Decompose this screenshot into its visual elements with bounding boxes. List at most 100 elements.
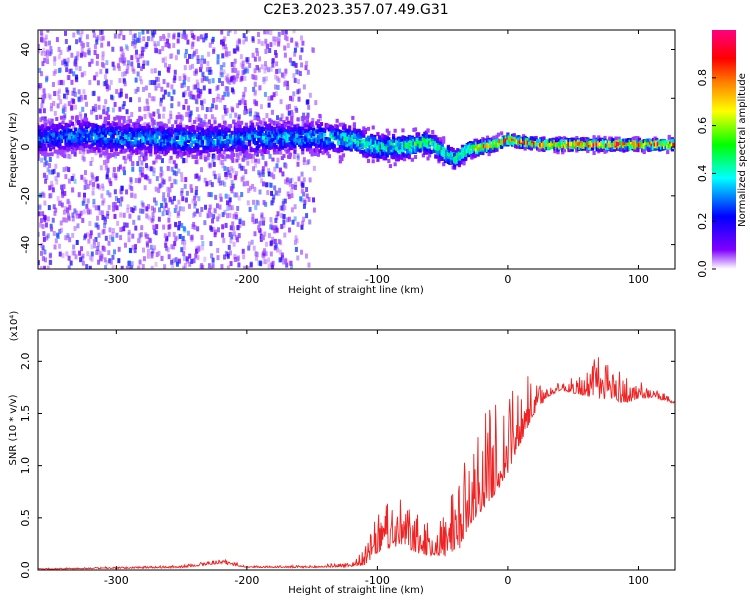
spectrogram-noise-cell bbox=[172, 77, 176, 83]
spectrogram-noise-cell bbox=[278, 187, 282, 193]
spectrogram-noise-cell bbox=[141, 86, 145, 92]
spectrogram-ridge-cell bbox=[147, 125, 151, 130]
spectrogram-noise-cell bbox=[130, 55, 134, 61]
spectrogram-noise-cell bbox=[44, 41, 48, 47]
spectrogram-ridge-cell bbox=[366, 126, 371, 131]
spectrogram-noise-cell bbox=[193, 203, 197, 209]
spectrogram-noise-cell bbox=[193, 50, 197, 56]
spectrogram-noise-cell bbox=[279, 149, 283, 155]
spectrogram-noise-cell bbox=[174, 179, 178, 185]
spectrogram-noise-cell bbox=[216, 59, 220, 65]
spectrogram-noise-cell bbox=[180, 188, 184, 194]
spectrogram-noise-cell bbox=[52, 70, 56, 76]
spectrogram-noise-cell bbox=[78, 250, 82, 256]
spectrogram-noise-cell bbox=[156, 41, 160, 47]
spectrogram-noise-cell bbox=[236, 103, 240, 109]
spectrogram-noise-cell bbox=[197, 93, 201, 99]
spectrogram-noise-cell bbox=[213, 208, 217, 214]
spectrogram-noise-cell bbox=[270, 172, 274, 178]
spectrogram-noise-cell bbox=[277, 191, 281, 197]
spectrogram-noise-cell bbox=[270, 240, 274, 246]
spectrogram-noise-cell bbox=[95, 39, 99, 45]
spectrogram-noise-cell bbox=[146, 102, 150, 108]
spectrogram-ridge-cell bbox=[327, 140, 331, 145]
spectrogram-ridge-cell bbox=[58, 122, 62, 127]
spectrogram-noise-cell bbox=[73, 104, 77, 110]
spectrogram-noise-cell bbox=[201, 72, 205, 78]
spectrogram-noise-cell bbox=[141, 166, 145, 172]
spectrogram-noise-cell bbox=[130, 111, 134, 117]
spectrogram-noise-cell bbox=[248, 185, 252, 191]
spectrogram-noise-cell bbox=[118, 164, 122, 170]
spectrogram-noise-cell bbox=[234, 67, 238, 73]
spectrogram-noise-cell bbox=[56, 90, 60, 96]
spectrogram-ridge-cell bbox=[329, 131, 333, 136]
spectrogram-noise-cell bbox=[164, 202, 168, 208]
spectrogram-noise-cell bbox=[143, 185, 147, 191]
spectrogram-noise-cell bbox=[83, 70, 87, 76]
spectrogram-ridge-cell bbox=[377, 141, 382, 146]
spectrogram-noise-cell bbox=[273, 84, 277, 90]
spectrogram-noise-cell bbox=[164, 56, 168, 62]
spectrogram-noise-cell bbox=[225, 213, 229, 219]
spectrogram-ridge-cell bbox=[108, 154, 112, 159]
spectrogram-noise-cell bbox=[223, 104, 227, 110]
spectrogram-noise-cell bbox=[187, 105, 191, 111]
spectrogram-ridge-cell bbox=[199, 134, 203, 139]
spectrogram-noise-cell bbox=[217, 176, 221, 182]
spectrogram-noise-cell bbox=[207, 69, 211, 75]
spectrogram-ridge-cell bbox=[323, 128, 327, 133]
spectrogram-noise-cell bbox=[228, 79, 232, 85]
spectrogram-noise-cell bbox=[182, 82, 186, 88]
spectrogram-noise-cell bbox=[213, 174, 217, 180]
spectrogram-noise-cell bbox=[240, 165, 244, 171]
spectrogram-noise-cell bbox=[119, 46, 123, 52]
spectrogram-noise-cell bbox=[95, 53, 99, 59]
spectrogram-ridge-cell bbox=[84, 141, 89, 146]
spectrogram-ridge-cell bbox=[379, 135, 383, 140]
spectrogram-noise-cell bbox=[150, 205, 154, 211]
spectrogram-ridge-cell bbox=[243, 136, 247, 141]
spectrogram-noise-cell bbox=[253, 81, 257, 87]
spectrogram-noise-cell bbox=[258, 85, 262, 91]
spectrogram-noise-cell bbox=[176, 49, 180, 55]
spectrogram-ridge-cell bbox=[426, 156, 430, 161]
spectrogram-noise-cell bbox=[194, 192, 198, 198]
spectrogram-ridge-cell bbox=[255, 141, 259, 146]
spectrogram-noise-cell bbox=[185, 112, 189, 118]
spectrogram-ridge-cell bbox=[276, 150, 280, 155]
spectrogram-noise-cell bbox=[254, 75, 258, 81]
spectrogram-ridge-cell bbox=[343, 134, 347, 139]
spectrogram-noise-cell bbox=[115, 89, 119, 95]
spectrogram-noise-cell bbox=[220, 81, 224, 87]
spectrogram-noise-cell bbox=[53, 110, 57, 116]
spectrogram-noise-cell bbox=[38, 48, 40, 54]
spectrogram-ridge-cell bbox=[305, 115, 310, 120]
spectrogram-noise-cell bbox=[237, 233, 241, 239]
spectrogram-noise-cell bbox=[181, 196, 185, 202]
spectrogram-ridge-cell bbox=[117, 121, 122, 126]
spectrogram-ridge-cell bbox=[136, 140, 140, 145]
spectrogram-noise-cell bbox=[267, 168, 271, 174]
spectrogram-ridge-cell bbox=[213, 135, 217, 140]
spectrogram-ridge-cell bbox=[69, 128, 73, 133]
spectrogram-noise-cell bbox=[98, 210, 102, 216]
spectrogram-noise-cell bbox=[101, 51, 105, 57]
spectrogram-noise-cell bbox=[244, 169, 248, 175]
spectrogram-ridge-cell bbox=[293, 143, 297, 148]
spectrogram-ridge-cell bbox=[385, 128, 389, 133]
spectrogram-noise-cell bbox=[119, 88, 123, 94]
spectrogram-ridge-cell bbox=[326, 151, 330, 156]
spectrogram-ridge-cell bbox=[348, 129, 352, 134]
spectrogram-noise-cell bbox=[202, 85, 206, 91]
spectrogram-noise-cell bbox=[167, 42, 171, 48]
spectrogram-noise-cell bbox=[83, 52, 87, 58]
spectrogram-noise-cell bbox=[201, 245, 205, 251]
spectrogram-ridge-cell bbox=[225, 139, 230, 144]
spectrogram-noise-cell bbox=[301, 40, 305, 46]
spectrogram-noise-cell bbox=[270, 109, 274, 115]
spectrogram-noise-cell bbox=[242, 152, 246, 158]
spectrogram-ridge-cell bbox=[379, 154, 383, 159]
spectrogram-ridge-cell bbox=[169, 155, 173, 160]
spectrogram-ridge-cell bbox=[167, 137, 172, 142]
